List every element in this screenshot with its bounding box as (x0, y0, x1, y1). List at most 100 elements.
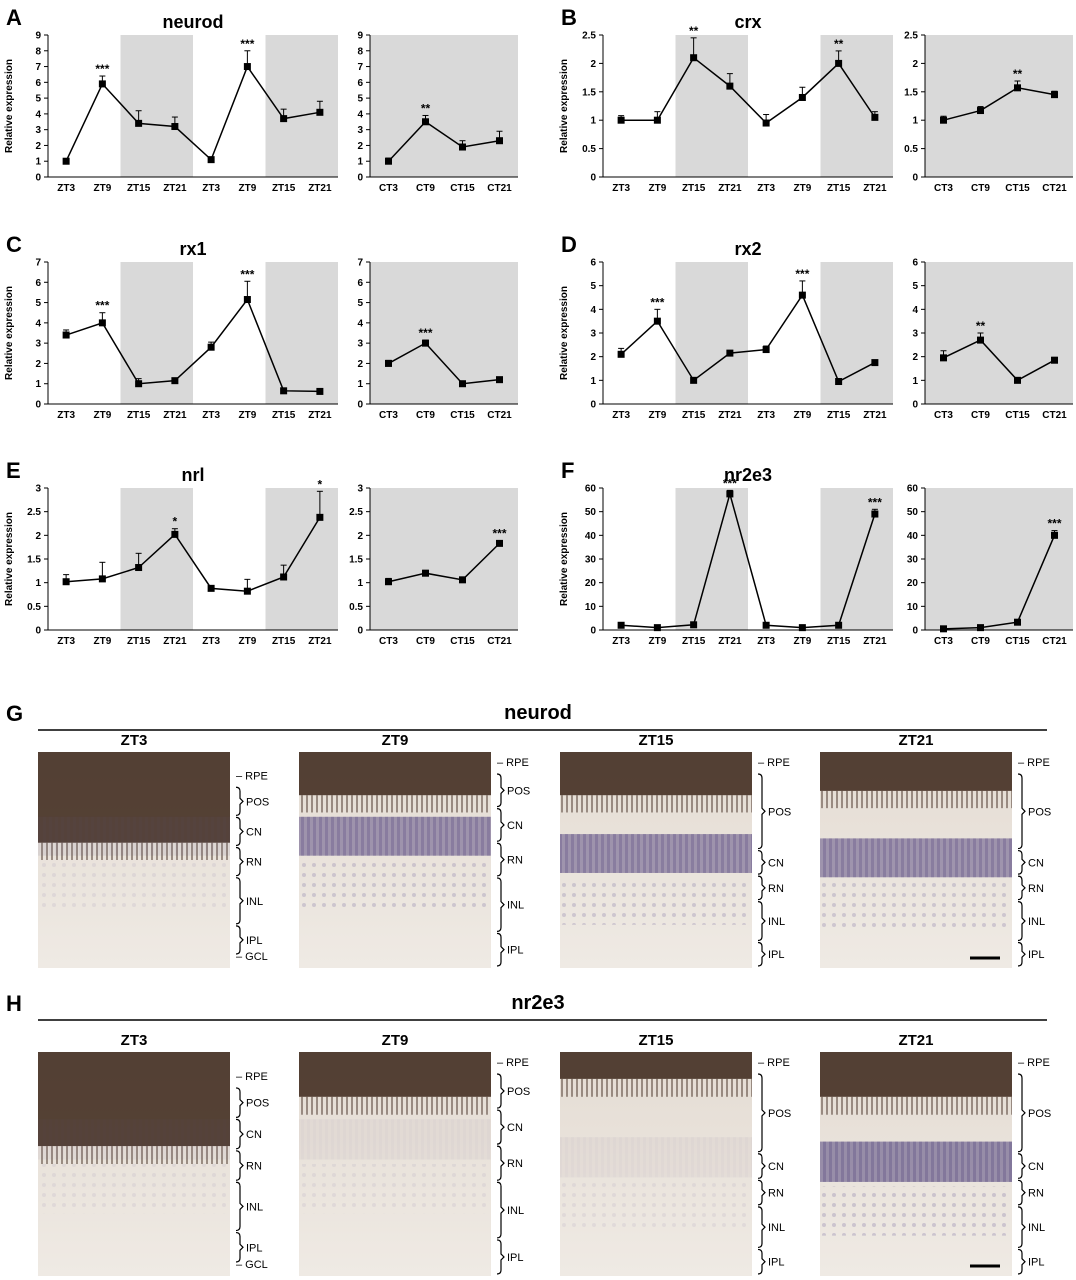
pigment-fringe (299, 795, 491, 813)
stain-stripes (299, 1119, 491, 1160)
right-chart-xtick-label: CT15 (450, 636, 475, 647)
left-chart-xtick-label: ZT3 (757, 636, 775, 647)
inl-cells (560, 1181, 752, 1232)
layer-label: CN (246, 1129, 262, 1141)
right-chart-ytick-label: 2 (357, 359, 363, 370)
right-chart-ytick-label: 1 (357, 578, 363, 589)
left-chart-data-point (798, 291, 806, 299)
layer-label: – GCL (236, 951, 268, 963)
left-chart-significance: ** (689, 24, 699, 38)
right-chart-data-point (940, 116, 947, 124)
right-chart-xtick-label: CT9 (971, 636, 990, 647)
right-chart-data-point (977, 336, 984, 344)
layer-label: INL (246, 896, 263, 908)
left-chart-data-point (135, 564, 143, 572)
left-chart-series-line (620, 293, 876, 383)
left-chart-xtick-label: ZT21 (863, 636, 887, 647)
left-chart-ytick-label: 3 (590, 329, 596, 340)
left-chart-data-point (316, 108, 324, 116)
stain-stripes (820, 1141, 1012, 1182)
right-chart-ytick-label: 1 (912, 116, 918, 127)
layer-bracket (235, 925, 244, 955)
frame-zt21: ZT21 – RPE POS CN RN INL IPL (820, 732, 1051, 968)
layer-label: – RPE (497, 1057, 529, 1069)
left-chart-xtick-label: ZT3 (57, 183, 75, 194)
panel-letter: B (561, 5, 577, 30)
panel-letter: F (561, 458, 574, 483)
dark-shade (370, 262, 518, 404)
frame-label: ZT15 (638, 1032, 673, 1049)
layer-bracket (1017, 941, 1026, 967)
chart-title: nr2e3 (724, 465, 772, 485)
left-chart-xtick-label: ZT15 (127, 183, 151, 194)
right-chart-ytick-label: 7 (357, 62, 363, 73)
left-chart-xtick-label: ZT3 (202, 183, 220, 194)
right-chart-xtick-label: CT15 (450, 183, 475, 194)
left-chart-data-point (798, 93, 806, 101)
right-chart-ytick-label: 1.5 (904, 87, 918, 98)
layer-label: POS (768, 806, 791, 818)
left-chart-data-point (762, 346, 770, 354)
layer-bracket (757, 1248, 766, 1275)
layer-bracket (235, 1181, 244, 1232)
stain-stripes (820, 838, 1012, 878)
left-chart-ytick-label: 4 (590, 305, 596, 316)
right-chart-ytick-label: 3 (357, 339, 363, 350)
layer-bracket (496, 1145, 505, 1181)
left-chart-series-line (621, 491, 876, 629)
left-chart-ytick-label: 1 (35, 578, 41, 589)
left-chart-ytick-label: 50 (585, 507, 597, 518)
layer-bracket (1017, 901, 1026, 942)
right-chart-data-point (459, 380, 466, 388)
left-chart-data-point (243, 587, 251, 595)
left-chart-significance: *** (795, 267, 809, 281)
right-chart-ytick-label: 0 (912, 173, 918, 184)
layer-label: – RPE (236, 1071, 268, 1083)
dark-shade (925, 262, 1073, 404)
night-shade (675, 262, 748, 404)
pigment-layer (299, 1052, 491, 1097)
left-chart-series-line (65, 298, 320, 393)
right-chart-xtick-label: CT15 (1005, 636, 1030, 647)
night-shade (120, 488, 193, 630)
layer-label: IPL (1028, 949, 1045, 961)
right-chart-data-point (1051, 356, 1058, 364)
left-chart-data-point (98, 575, 106, 583)
pigment-layer (560, 1052, 752, 1079)
layer-bracket (757, 1073, 766, 1153)
left-chart-xtick-label: ZT15 (682, 636, 706, 647)
layer-label: CN (246, 826, 262, 838)
left-chart-xtick-label: ZT21 (163, 636, 187, 647)
right-chart-data-point (385, 578, 392, 586)
right-chart-data-point (385, 157, 392, 165)
left-chart-xtick-label: ZT3 (612, 636, 630, 647)
night-shade (820, 262, 893, 404)
layer-label: POS (1028, 806, 1051, 818)
chart-title: nrl (181, 465, 204, 485)
right-chart-xtick-label: CT3 (379, 183, 398, 194)
layer-label: RN (507, 1158, 523, 1170)
layer-bracket (1017, 1206, 1026, 1249)
right-chart-xtick-label: CT3 (379, 636, 398, 647)
layer-bracket (235, 846, 244, 877)
right-chart-ytick-label: 2 (357, 531, 363, 542)
left-chart-xtick-label: ZT21 (308, 636, 332, 647)
right-chart-ytick-label: 20 (907, 578, 919, 589)
layer-label: IPL (507, 945, 524, 957)
layer-bracket (496, 877, 505, 932)
layer-label: INL (1028, 1222, 1045, 1234)
layer-label: INL (1028, 916, 1045, 928)
right-chart-significance: ** (976, 319, 986, 333)
left-chart-data-point (726, 349, 734, 357)
right-chart-ytick-label: 40 (907, 531, 919, 542)
layer-label: IPL (246, 935, 263, 947)
left-chart-xtick-label: ZT3 (202, 636, 220, 647)
layer-label: – RPE (1018, 1057, 1050, 1069)
right-chart-ytick-label: 5 (357, 298, 363, 309)
layer-label: – GCL (236, 1259, 268, 1271)
left-chart-data-point (762, 119, 770, 127)
